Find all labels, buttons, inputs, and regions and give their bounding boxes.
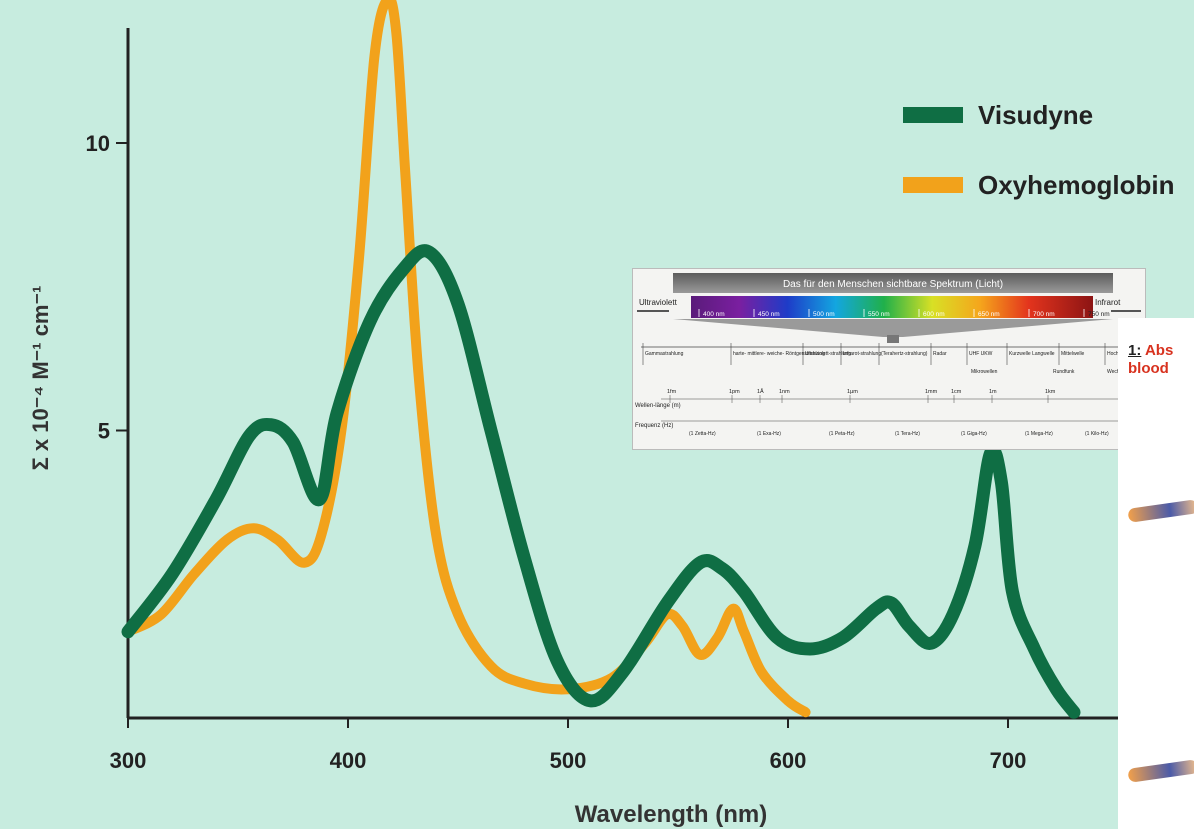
infrared-label: Infrarot [1095, 298, 1121, 307]
x-axis-label: Wavelength (nm) [575, 801, 767, 828]
side-caption-number: 1: [1128, 342, 1142, 359]
freq-marks: (1 Zetta-Hz) (1 Exa-Hz) (1 Peta-Hz) (1 Tera… [689, 431, 1109, 437]
freq-mark-label: (1 Peta-Hz) [829, 431, 855, 437]
nm-mark-label: 750 nm [1088, 311, 1110, 318]
frequency-row-label: Frequenz (Hz) [635, 423, 673, 429]
band-label: Mittelwelle [1061, 351, 1085, 357]
visible-spectrum-band [691, 296, 1093, 318]
side-caption: 1: Abs blood [1128, 342, 1173, 378]
spectrum-title-bar [673, 273, 1113, 293]
spectrum-title: Das für den Menschen sichtbare Spektrum … [783, 279, 1003, 290]
legend-swatch-oxyhemoglobin [903, 177, 963, 193]
band-labels: Gammastrahlung harte- mittlere- weiche- R… [642, 343, 1154, 365]
wavelength-row-label: Wellen-länge (m) [635, 403, 681, 409]
y-tick-label: 10 [86, 131, 110, 156]
side-caption-line1: Abs [1144, 342, 1174, 359]
legend: Visudyne Oxyhemoglobin [903, 100, 1174, 200]
length-mark-label: 1Å [757, 388, 764, 395]
nm-mark-label: 450 nm [758, 311, 780, 318]
side-caption-line2: blood [1128, 360, 1169, 377]
sub-band-labels: MikrowellenRundfunkWechselstrom [971, 369, 1139, 375]
length-mark-label: 1µm [847, 389, 858, 395]
freq-mark-label: (1 Exa-Hz) [757, 431, 781, 437]
band-label: harte- mittlere- weiche- Röntgenstrahlun… [733, 351, 825, 357]
nm-mark-label: 400 nm [703, 311, 725, 318]
band-label: Radar [933, 351, 947, 357]
length-mark-label: 1km [1045, 389, 1056, 395]
freq-mark-label: (1 Giga-Hz) [961, 431, 987, 437]
funnel-stem [887, 335, 899, 343]
axis-ticks: 300 400 500 600 700 5 10 [86, 131, 1027, 773]
freq-mark-label: (1 Tera-Hz) [895, 431, 920, 437]
blood-vessel-image [1127, 499, 1194, 523]
series-lines [121, 0, 1081, 719]
freq-mark-label: (1 Kilo-Hz) [1085, 431, 1109, 437]
band-label: UHF UKW [969, 351, 993, 357]
freq-mark-label: (1 Mega-Hz) [1025, 431, 1053, 437]
series-line-oxyhemoglobin [123, 0, 811, 718]
length-mark-label: 1m [989, 389, 997, 395]
length-mark-label: 1nm [779, 389, 790, 395]
nm-mark-label: 650 nm [978, 311, 1000, 318]
band-label: Ultraviolett-strahlung [805, 351, 851, 357]
band-label: Gammastrahlung [645, 351, 684, 357]
x-tick-label: 600 [770, 748, 807, 773]
legend-swatch-visudyne [903, 107, 963, 123]
ultraviolet-label: Ultraviolett [639, 298, 678, 307]
side-panel: 1: Abs blood [1118, 318, 1194, 829]
length-marks: 1fm 1pm 1Å 1nm 1µm 1mm 1cm 1m 1km [667, 388, 1056, 403]
nm-marks: 400 nm 450 nm 500 nm 550 nm 600 nm 650 nm 700 … [698, 309, 1110, 318]
x-tick-label: 500 [550, 748, 587, 773]
nm-mark-label: 700 nm [1033, 311, 1055, 318]
nm-mark-label: 550 nm [868, 311, 890, 318]
band-label: Infrarot-strahlung [843, 351, 881, 357]
x-tick-label: 700 [990, 748, 1027, 773]
band-label: Kurzwelle Langwelle [1009, 351, 1055, 357]
x-tick-label: 400 [330, 748, 367, 773]
blood-vessel-image [1127, 759, 1194, 783]
spectrum-inset: Das für den Menschen sichtbare Spektrum … [632, 268, 1154, 450]
nm-mark-label: 500 nm [813, 311, 835, 318]
legend-label-visudyne: Visudyne [978, 100, 1093, 130]
spectrum-graphic: Das für den Menschen sichtbare Spektrum … [635, 273, 1154, 437]
nm-mark-label: 600 nm [923, 311, 945, 318]
length-mark-label: 1fm [667, 389, 677, 395]
series-line-visudyne [121, 244, 1081, 719]
length-mark-label: 1mm [925, 389, 938, 395]
length-mark-label: 1cm [951, 389, 962, 395]
band-label: (Terahertz-strahlung) [881, 351, 928, 357]
legend-label-oxyhemoglobin: Oxyhemoglobin [978, 170, 1174, 200]
length-mark-label: 1pm [729, 389, 740, 395]
sub-band-label: Mikrowellen [971, 369, 998, 375]
spectrum-funnel [673, 319, 1113, 337]
sub-band-label: Rundfunk [1053, 369, 1075, 375]
x-tick-label: 300 [110, 748, 147, 773]
y-tick-label: 5 [98, 419, 110, 444]
y-axis-label: Σ x 10⁻⁴ M⁻¹ cm⁻¹ [28, 286, 53, 471]
freq-mark-label: (1 Zetta-Hz) [689, 431, 716, 437]
